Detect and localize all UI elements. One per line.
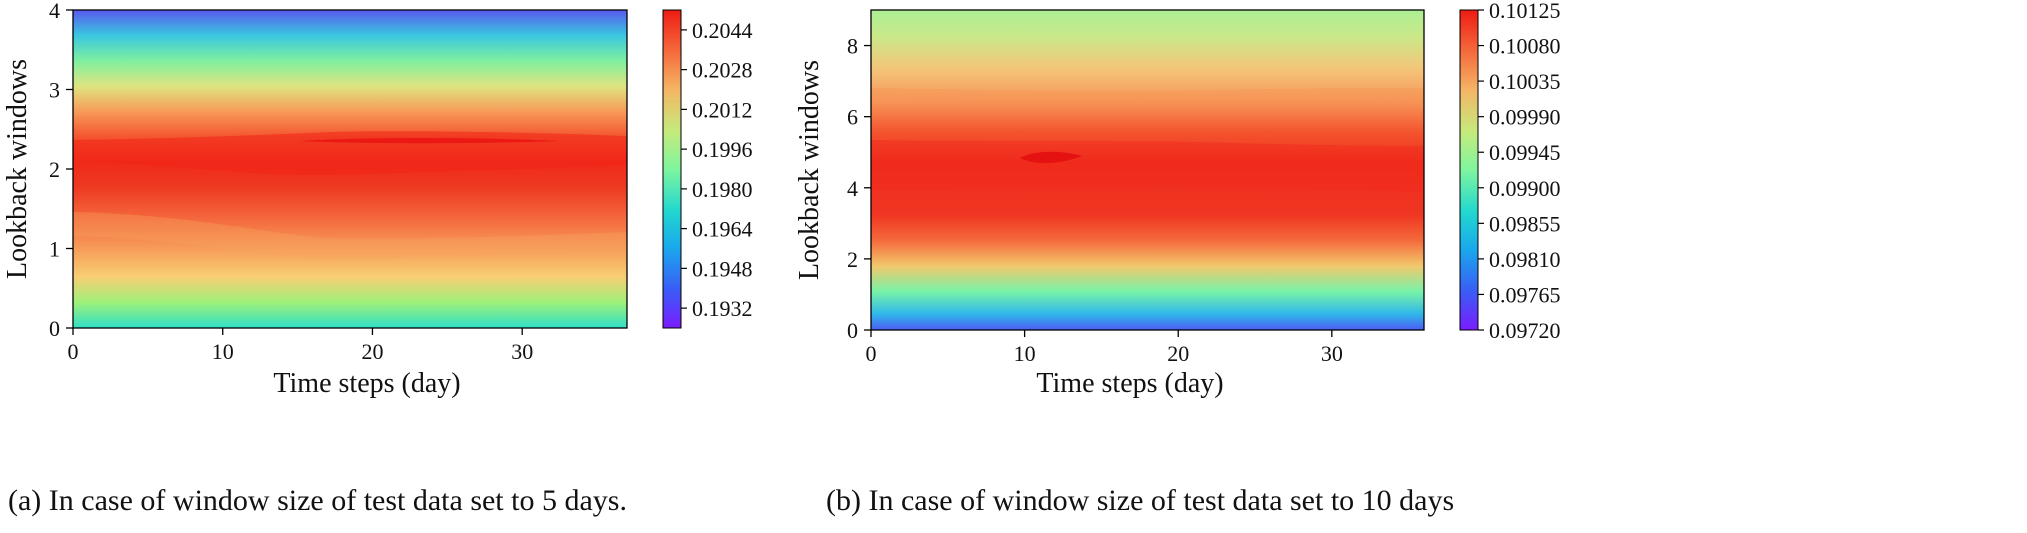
panel-b-contour-core	[871, 140, 1424, 192]
panel-b-peak-spot	[1020, 151, 1082, 164]
panel-b-ytick-label: 4	[847, 176, 858, 201]
panel-a-y-axis: 0 1 2 3 4	[49, 0, 73, 341]
panel-b-x-axis: 0 10 20 30	[866, 330, 1343, 366]
panel-a-caption: (a) In case of window size of test data …	[8, 484, 627, 517]
panel-b-colorbar	[1459, 9, 1479, 331]
panel-b-cbtick-label: 0.09720	[1489, 318, 1561, 343]
panel-a-colorbar-ticks: 0.1932 0.1948 0.1964 0.1980 0.1996 0.2012 0.20…	[681, 18, 753, 321]
panel-b-cbtick-label: 0.09765	[1489, 282, 1561, 307]
panel-b-field	[871, 10, 1424, 330]
panel-b-ylabel: Lookback windows	[794, 60, 825, 280]
panel-a-ytick-label: 0	[49, 316, 60, 341]
panel-b-frame	[870, 9, 1425, 331]
panel-b-colorbar-ticks: 0.09720 0.09765 0.09810 0.09855 0.09900 0.099…	[1478, 0, 1561, 343]
panel-a: 0 10 20 30 0 1 2 3 4 Time steps (day) Lookback …	[2, 0, 753, 517]
panel-b-xtick-label: 30	[1321, 341, 1343, 366]
panel-a-ytick-label: 4	[49, 0, 60, 23]
panel-a-x-axis: 0 10 20 30	[68, 328, 533, 364]
panel-b-cbtick-label: 0.10035	[1489, 69, 1561, 94]
panel-b-ytick-label: 0	[847, 318, 858, 343]
panel-a-ytick-label: 2	[49, 157, 60, 182]
panel-b-y-axis: 0 2 4 6 8	[847, 34, 871, 343]
panel-b-ytick-label: 2	[847, 247, 858, 272]
panel-a-xtick-label: 30	[511, 339, 533, 364]
panel-a-cbtick-label: 0.1964	[692, 217, 753, 242]
panel-a-ytick-label: 1	[49, 237, 60, 262]
panel-b-cbtick-label: 0.09810	[1489, 247, 1561, 272]
panel-b-xtick-label: 0	[866, 341, 877, 366]
panel-a-cbtick-label: 0.1932	[692, 296, 753, 321]
panel-a-xtick-label: 0	[68, 339, 79, 364]
panel-b-xtick-label: 20	[1167, 341, 1189, 366]
panel-a-cbtick-label: 0.2028	[692, 58, 753, 83]
panel-a-colorbar	[662, 9, 682, 329]
panel-a-cbtick-label: 0.1948	[692, 256, 753, 281]
panel-b-cbtick-label: 0.09855	[1489, 211, 1561, 236]
panel-b-ytick-label: 6	[847, 105, 858, 130]
panel-a-cbtick-label: 0.1996	[692, 137, 753, 162]
panel-a-xtick-label: 20	[361, 339, 383, 364]
panel-b-xlabel: Time steps (day)	[1036, 368, 1223, 399]
panel-a-cbtick-label: 0.1980	[692, 177, 753, 202]
panel-a-cbtick-label: 0.2012	[692, 97, 753, 122]
panel-a-cbtick-label: 0.2044	[692, 18, 753, 43]
panel-b-cbtick-label: 0.09990	[1489, 105, 1561, 130]
panel-b-cbtick-label: 0.09945	[1489, 140, 1561, 165]
panel-b-ytick-label: 8	[847, 34, 858, 59]
panel-a-peak-spot	[300, 138, 560, 144]
panel-b-caption: (b) In case of window size of test data …	[826, 484, 1454, 517]
panel-a-xlabel: Time steps (day)	[273, 368, 460, 399]
panel-b: 0 10 20 30 0 2 4 6 8 Time steps (day) Lookback …	[794, 0, 1561, 517]
panel-a-ylabel: Lookback windows	[2, 59, 33, 279]
panel-b-xtick-label: 10	[1014, 341, 1036, 366]
panel-b-cbtick-label: 0.10125	[1489, 0, 1561, 23]
panel-b-cbtick-label: 0.10080	[1489, 34, 1561, 59]
panel-b-cbtick-label: 0.09900	[1489, 176, 1561, 201]
panel-a-contour-low	[73, 212, 627, 260]
panel-a-ytick-label: 3	[49, 78, 60, 103]
panel-a-xtick-label: 10	[212, 339, 234, 364]
panel-b-contour-mid	[871, 88, 1424, 106]
